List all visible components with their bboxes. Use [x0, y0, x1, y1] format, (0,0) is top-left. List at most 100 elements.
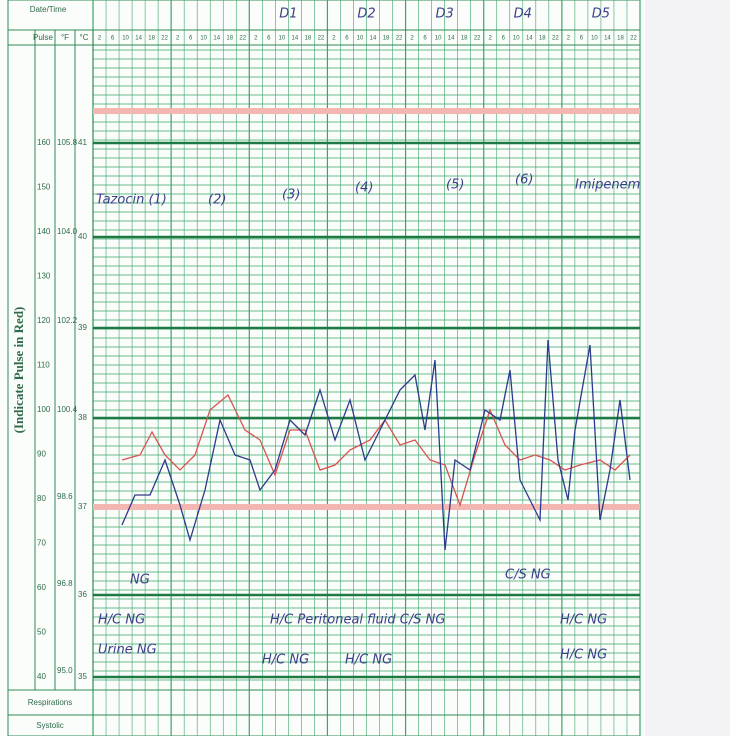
hour-label: 10 — [357, 36, 364, 42]
c-label: 37 — [78, 502, 87, 511]
annotation: H/C NG — [98, 613, 145, 628]
f-label: 98.6 — [57, 492, 73, 501]
f-label: 95.0 — [57, 666, 73, 675]
hour-label: 2 — [489, 36, 493, 42]
hour-label: 14 — [213, 36, 220, 42]
hour-label: 6 — [111, 36, 115, 42]
c-label: 35 — [78, 672, 87, 681]
hour-label: 10 — [200, 36, 207, 42]
hour-label: 6 — [267, 36, 271, 42]
annotation: H/C NG — [560, 613, 607, 628]
hour-label: 18 — [305, 36, 312, 42]
hour-label: 18 — [461, 36, 468, 42]
pulse-label: 90 — [37, 450, 46, 459]
header-label: °C — [80, 33, 89, 42]
f-label: 102.2 — [57, 316, 78, 325]
annotation: (4) — [355, 181, 373, 196]
annotation: (3) — [282, 188, 300, 203]
footer-label: Respirations — [28, 698, 72, 707]
annotation: Tazocin (1) — [96, 193, 167, 208]
annotation: NG — [130, 573, 150, 588]
hour-label: 14 — [448, 36, 455, 42]
header-label: Date/Time — [30, 5, 67, 14]
hour-label: 10 — [122, 36, 129, 42]
annotation: C/S NG — [505, 568, 551, 583]
c-label: 40 — [78, 232, 87, 241]
hour-label: 22 — [552, 36, 559, 42]
annotation: (6) — [515, 173, 533, 188]
c-label: 39 — [78, 323, 87, 332]
hour-label: 22 — [396, 36, 403, 42]
hour-label: 18 — [539, 36, 546, 42]
hour-label: 2 — [410, 36, 414, 42]
hour-label: 14 — [604, 36, 611, 42]
header-label: °F — [61, 33, 69, 42]
hour-label: 22 — [161, 36, 168, 42]
day-label: D4 — [514, 7, 532, 22]
annotation: Imipenem (1) — [575, 178, 645, 193]
pulse-label: 110 — [37, 361, 50, 370]
hour-label: 6 — [345, 36, 349, 42]
hour-label: 22 — [239, 36, 246, 42]
hour-label: 2 — [254, 36, 258, 42]
day-label: D3 — [436, 7, 454, 22]
annotation: Urine NG — [98, 643, 157, 658]
header-label: Pulse — [33, 33, 54, 42]
f-label: 104.0 — [57, 227, 78, 236]
hour-label: 22 — [318, 36, 325, 42]
day-label: D1 — [279, 7, 297, 22]
c-label: 38 — [78, 413, 87, 422]
pulse-label: 70 — [37, 539, 46, 548]
hour-label: 6 — [423, 36, 427, 42]
pulse-label: 150 — [37, 183, 51, 192]
hour-label: 10 — [591, 36, 598, 42]
annotation: H/C NG — [262, 653, 309, 668]
hour-label: 6 — [189, 36, 193, 42]
hour-label: 14 — [526, 36, 533, 42]
hour-label: 22 — [630, 36, 637, 42]
hour-label: 18 — [226, 36, 233, 42]
hour-label: 14 — [370, 36, 377, 42]
hour-label: 10 — [435, 36, 442, 42]
hour-label: 10 — [279, 36, 286, 42]
red-band — [93, 504, 640, 510]
hour-label: 18 — [383, 36, 390, 42]
pulse-label: 130 — [37, 272, 51, 281]
hour-label: 10 — [513, 36, 520, 42]
f-label: 100.4 — [57, 405, 78, 414]
annotation: (5) — [446, 178, 464, 193]
pulse-label: 50 — [37, 628, 46, 637]
hour-label: 14 — [135, 36, 142, 42]
footer-label: Systolic — [36, 721, 64, 730]
hour-label: 22 — [474, 36, 481, 42]
annotation: H/C NG — [560, 648, 607, 663]
pulse-label: 40 — [37, 672, 46, 681]
hour-label: 2 — [567, 36, 571, 42]
hour-label: 6 — [580, 36, 584, 42]
pulse-label: 140 — [37, 227, 51, 236]
side-label: (Indicate Pulse in Red) — [11, 307, 26, 434]
annotation: H/C Peritoneal fluid C/S NG — [270, 613, 445, 628]
pulse-label: 120 — [37, 316, 51, 325]
c-label: 36 — [78, 590, 87, 599]
f-label: 96.8 — [57, 579, 73, 588]
day-label: D2 — [357, 7, 375, 22]
hour-label: 14 — [292, 36, 299, 42]
hour-label: 18 — [148, 36, 155, 42]
hour-label: 2 — [98, 36, 102, 42]
hour-label: 18 — [617, 36, 624, 42]
hour-label: 2 — [332, 36, 336, 42]
hour-label: 6 — [502, 36, 506, 42]
page: (Indicate Pulse in Red) Date/Time Pulse … — [0, 0, 730, 736]
red-band — [93, 108, 640, 114]
annotation: (2) — [208, 193, 226, 208]
tpr-chart: (Indicate Pulse in Red) Date/Time Pulse … — [0, 0, 645, 736]
pulse-label: 160 — [37, 138, 51, 147]
pulse-label: 80 — [37, 494, 46, 503]
day-label: D5 — [592, 7, 610, 22]
f-label: 105.8 — [57, 138, 78, 147]
c-label: 41 — [78, 138, 87, 147]
hour-label: 2 — [176, 36, 180, 42]
pulse-label: 60 — [37, 583, 46, 592]
pulse-label: 100 — [37, 405, 51, 414]
